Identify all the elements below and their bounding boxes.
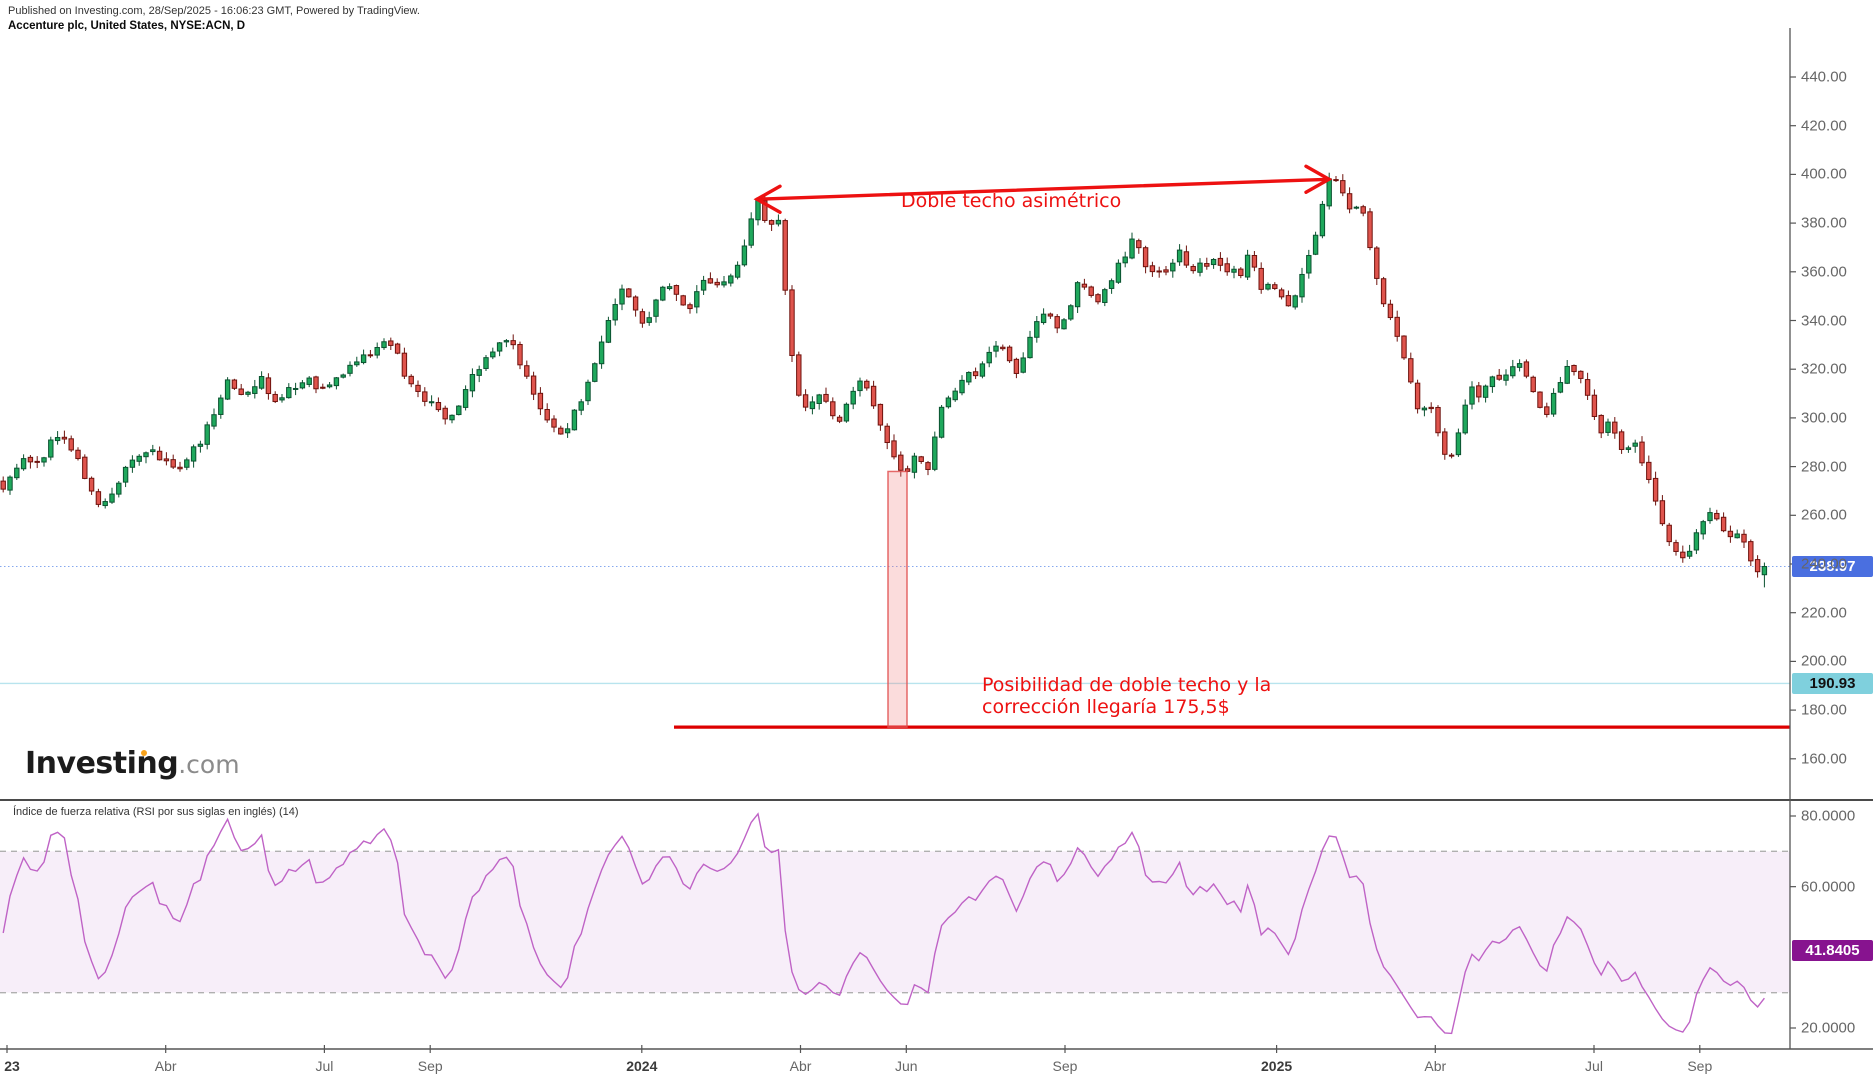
double-top-arrow[interactable] — [753, 164, 1333, 214]
double-top-annotation: Doble techo asimétrico — [901, 190, 1122, 212]
rsi-indicator-title: Índice de fuerza relativa (RSI por sus s… — [13, 806, 299, 818]
price-axis-tick: 380.00 — [1801, 214, 1847, 232]
investing-watermark-brand: Investing — [25, 746, 179, 781]
rsi-axis-tick: 20.0000 — [1801, 1019, 1856, 1037]
time-axis-tick: 2025 — [1261, 1058, 1293, 1074]
price-axis-tick: 360.00 — [1801, 263, 1847, 281]
price-level-tag: 190.93 — [1792, 673, 1873, 694]
price-axis-tick: 200.00 — [1801, 652, 1847, 670]
price-axis-tick: 280.00 — [1801, 458, 1847, 476]
price-axis-tick: 420.00 — [1801, 117, 1847, 135]
rsi-axis-tick: 80.0000 — [1801, 807, 1856, 825]
candlestick-series[interactable] — [0, 172, 1768, 588]
possibility-annotation: Posibilidad de doble techo y la correcci… — [982, 674, 1271, 718]
time-axis-tick: Abr — [1424, 1058, 1447, 1074]
price-axis-tick: 260.00 — [1801, 506, 1847, 524]
price-axis-tick: 180.00 — [1801, 701, 1847, 719]
time-axis-tick: Jul — [315, 1058, 334, 1074]
time-axis-tick: Sep — [417, 1058, 443, 1074]
measurement-rectangle[interactable] — [887, 470, 908, 728]
rsi-overbought-oversold-band — [0, 850, 1790, 994]
brand-orange-dot-icon — [141, 750, 147, 756]
rsi-value-tag: 41.8405 — [1792, 940, 1873, 961]
price-reference-lines — [0, 566, 1790, 685]
time-axis-tick: Sep — [1687, 1058, 1713, 1074]
instrument-header: Accenture plc, United States, NYSE:ACN, … — [8, 20, 246, 32]
rsi-line — [2, 812, 1765, 1035]
possibility-annotation-line2: corrección llegaría 175,5$ — [982, 696, 1230, 718]
time-axis-tick: Jun — [895, 1058, 918, 1074]
price-axis-tick: 340.00 — [1801, 312, 1847, 329]
rsi-axis-tick: 60.0000 — [1801, 878, 1856, 896]
published-header: Published on Investing.com, 28/Sep/2025 … — [8, 5, 420, 17]
last-price-tag: 238.97 — [1792, 556, 1873, 577]
price-axis-tick: 320.00 — [1801, 360, 1847, 378]
price-axis-tick: 440.00 — [1801, 68, 1847, 86]
price-axis-tick: 400.00 — [1801, 165, 1847, 183]
price-axis-tick: 160.00 — [1801, 750, 1847, 768]
investing-watermark: Investing .com — [25, 746, 240, 781]
price-axis-tick: 220.00 — [1801, 604, 1847, 622]
price-axis-tick: 300.00 — [1801, 409, 1847, 427]
time-axis-tick: 2024 — [626, 1058, 658, 1074]
price-axis-tick: 240.00 — [1801, 555, 1847, 573]
axes-frame[interactable] — [0, 28, 1873, 1053]
time-axis-tick: Sep — [1052, 1058, 1078, 1074]
time-axis-tick: 23 — [4, 1058, 20, 1074]
time-axis-tick: Abr — [789, 1058, 812, 1074]
possibility-annotation-line1: Posibilidad de doble techo y la — [982, 674, 1272, 696]
time-axis-tick: Jul — [1585, 1058, 1603, 1074]
investing-watermark-suffix: .com — [178, 750, 240, 779]
time-axis-tick: Abr — [154, 1058, 177, 1074]
